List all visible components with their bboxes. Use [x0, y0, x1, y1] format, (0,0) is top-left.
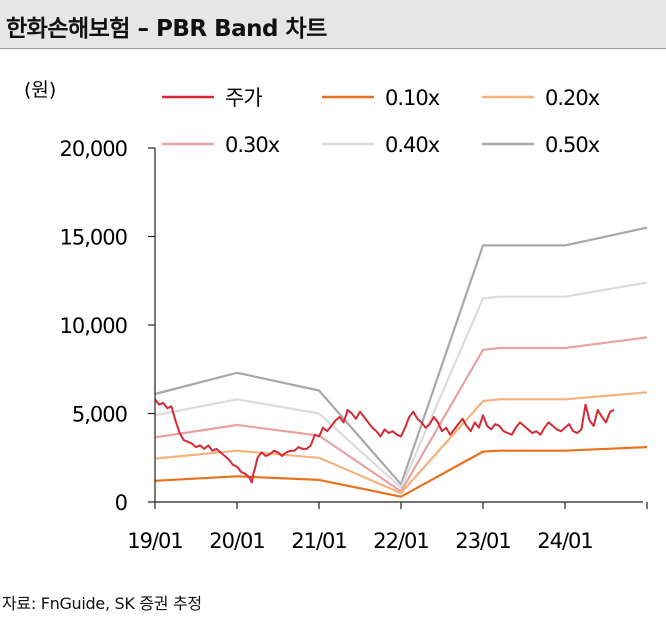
y-unit-label: (원) [24, 79, 56, 101]
y-tick-label: 5,000 [72, 403, 127, 427]
title-bar: 한화손해보험 – PBR Band 차트 [0, 0, 666, 49]
y-tick-label: 10,000 [60, 314, 127, 338]
legend-label: 주가 [225, 86, 262, 110]
y-tick-label: 15,000 [60, 226, 127, 250]
x-tick-label: 24/01 [537, 529, 593, 553]
band-line-0-20x [154, 391, 648, 495]
legend: 주가 0.10x 0.20x 0.30x 0.40x 0.50x [162, 86, 601, 157]
band-lines [154, 226, 648, 498]
source-note: 자료: FnGuide, SK 증권 추정 [2, 594, 202, 613]
legend-label: 0.20x [545, 86, 600, 110]
x-tick-label: 19/01 [127, 529, 183, 553]
band-line-0-30x [154, 336, 648, 493]
axes: (원) 0 5,000 10,000 15,000 20,000 19/01 20/01 21/… [24, 79, 648, 553]
legend-label: 0.30x [225, 133, 280, 157]
pbr-band-chart: 주가 0.10x 0.20x 0.30x 0.40x 0.50x (원) 0 5,000 10,… [24, 79, 648, 553]
x-tick-label: 22/01 [373, 529, 429, 553]
legend-label: 0.10x [385, 86, 440, 110]
x-tick-label: 20/01 [209, 529, 265, 553]
legend-label: 0.50x [545, 133, 600, 157]
y-tick-label: 0 [115, 491, 127, 515]
band-line-0-50x [154, 226, 648, 486]
price-line [154, 398, 615, 484]
price-series-line [154, 398, 615, 484]
y-tick-label: 20,000 [60, 137, 127, 161]
x-tick-label: 21/01 [291, 529, 347, 553]
legend-label: 0.40x [385, 133, 440, 157]
x-tick-label: 23/01 [455, 529, 511, 553]
chart-title: 한화손해보험 – PBR Band 차트 [6, 16, 327, 42]
band-line-0-10x [154, 446, 648, 498]
band-line-0-40x [154, 281, 648, 489]
